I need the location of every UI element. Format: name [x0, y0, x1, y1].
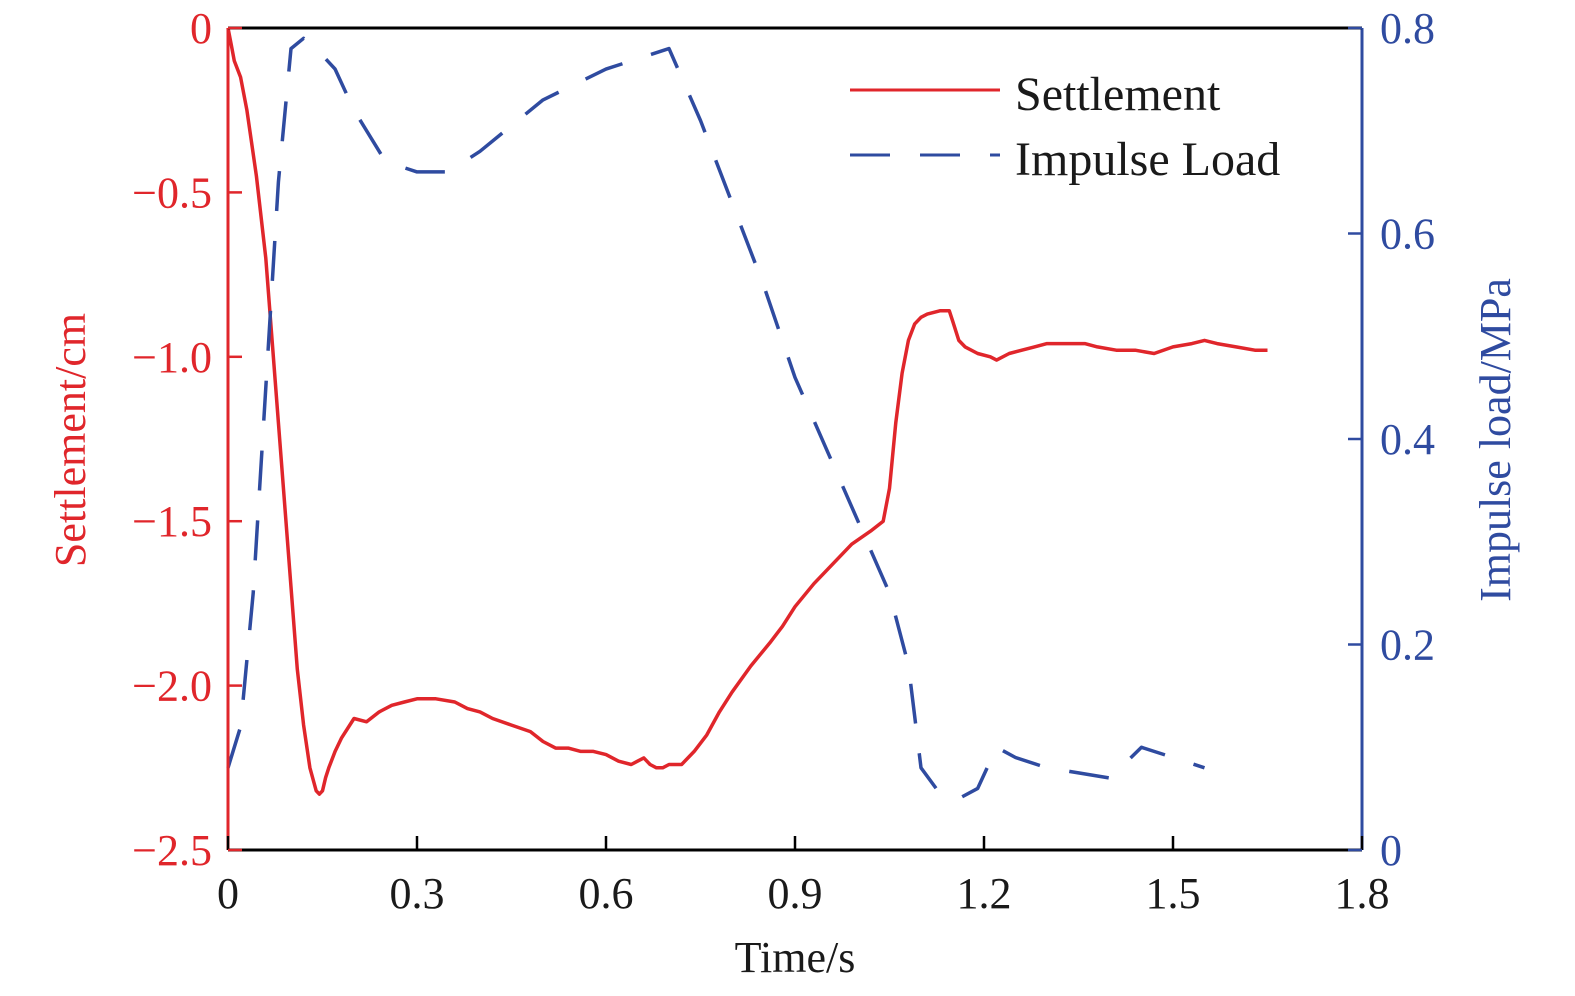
y-left-tick-label: −2.5 [132, 826, 212, 875]
y-right-tick-label: 0.6 [1380, 210, 1435, 259]
x-tick-label: 1.8 [1335, 869, 1390, 918]
legend-label-impulse-load: Impulse Load [1015, 133, 1280, 186]
x-tick-label: 0.6 [579, 869, 634, 918]
y-left-tick-label: −1.5 [132, 497, 212, 546]
y-left-tick-label: −1.0 [132, 333, 212, 382]
series-line-impulse-load [226, 36, 1206, 801]
y-right-tick-label: 0 [1380, 826, 1402, 875]
y-left-ticks: 0 −0.5 −1.0 −1.5 −2.0 −2.5 [132, 4, 242, 875]
x-tick-label: 0.9 [768, 869, 823, 918]
y-right-tick-label: 0.4 [1380, 415, 1435, 464]
y-right-axis-title: Impulse load/MPa [1471, 278, 1520, 602]
plot-series [226, 27, 1268, 801]
x-axis-title: Time/s [735, 933, 856, 982]
legend: Settlement Impulse Load [850, 68, 1280, 186]
x-ticks: 0 0.3 0.6 0.9 1.2 1.5 1.8 [217, 836, 1390, 918]
x-tick-label: 1.2 [957, 869, 1012, 918]
series-line-settlement [226, 27, 1268, 796]
x-tick-label: 0 [217, 869, 239, 918]
y-left-tick-label: −2.0 [132, 662, 212, 711]
x-tick-label: 0.3 [390, 869, 445, 918]
y-right-tick-label: 0.2 [1380, 621, 1435, 670]
y-left-tick-label: 0 [190, 4, 212, 53]
y-right-ticks: 0 0.2 0.4 0.6 0.8 [1348, 4, 1435, 875]
y-left-tick-label: −0.5 [132, 168, 212, 217]
y-left-axis-title: Settlement/cm [46, 313, 95, 567]
y-right-tick-label: 0.8 [1380, 4, 1435, 53]
x-tick-label: 1.5 [1146, 869, 1201, 918]
legend-label-settlement: Settlement [1015, 68, 1221, 121]
